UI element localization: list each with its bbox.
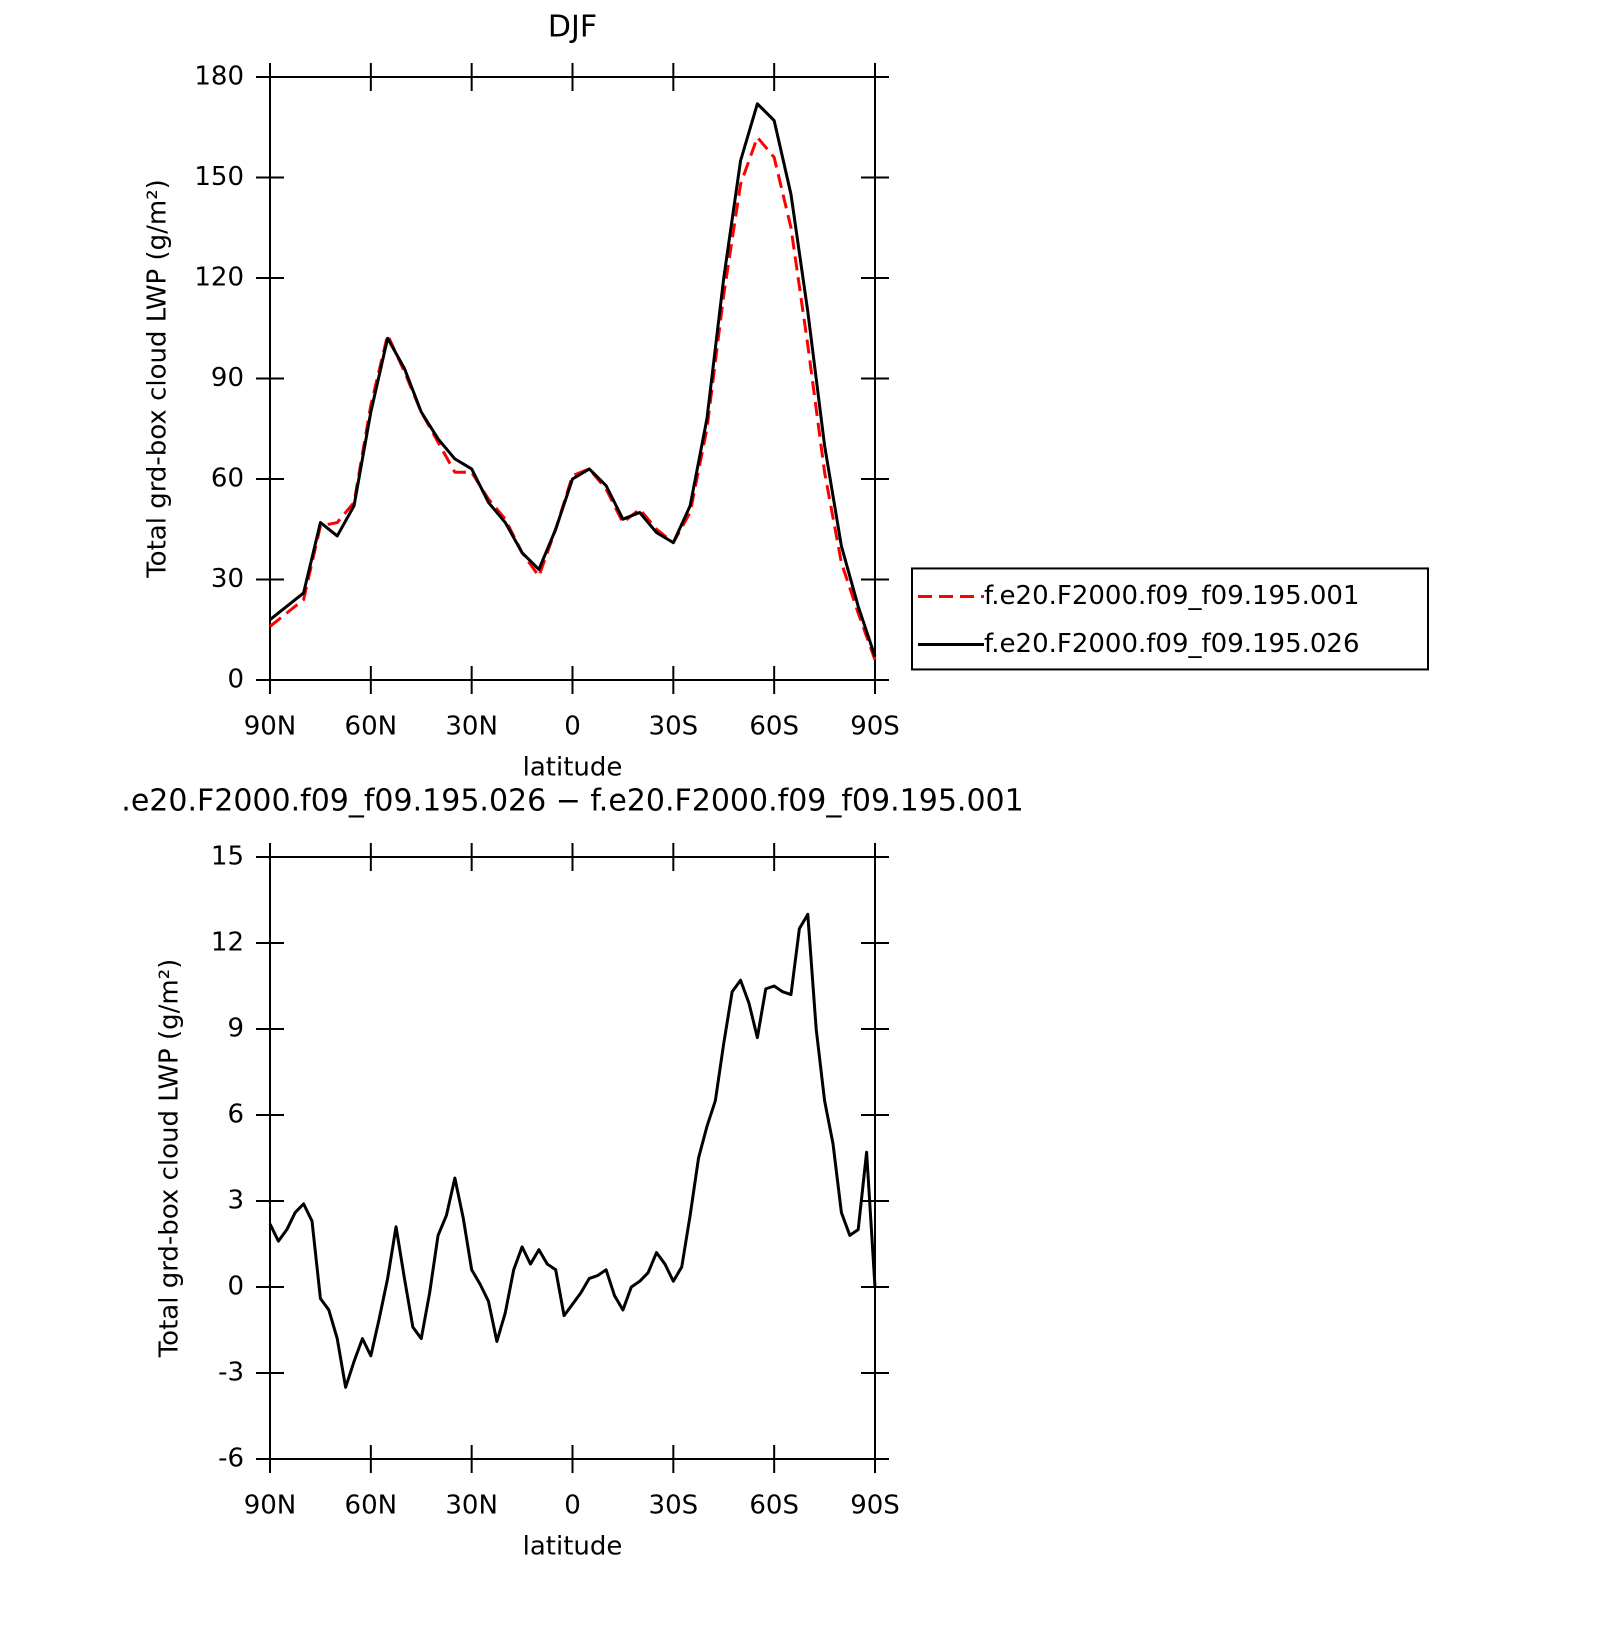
- y-tick-label: 150: [194, 162, 244, 192]
- y-tick-label: 9: [227, 1014, 244, 1044]
- plot-frame: [269, 856, 876, 1460]
- chart-title: .e20.F2000.f09_f09.195.026 − f.e20.F2000…: [121, 784, 1023, 819]
- legend: [911, 567, 1429, 671]
- legend-label: f.e20.F2000.f09_f09.195.001: [984, 581, 1360, 611]
- x-tick-label: 60N: [345, 712, 398, 742]
- legend-label: f.e20.F2000.f09_f09.195.026: [984, 629, 1360, 659]
- y-tick-label: 90: [211, 363, 244, 393]
- x-tick-label: 0: [564, 1491, 581, 1521]
- chart-title: DJF: [548, 10, 597, 45]
- y-axis-label: Total grd-box cloud LWP (g/m²): [143, 179, 173, 579]
- x-tick-label: 90N: [244, 1491, 297, 1521]
- x-tick-label: 0: [564, 712, 581, 742]
- x-tick-label: 30S: [649, 712, 699, 742]
- y-tick-label: -3: [218, 1358, 244, 1388]
- x-tick-label: 30N: [445, 712, 498, 742]
- y-tick-label: -6: [218, 1444, 244, 1474]
- data-line: [269, 135, 877, 661]
- x-tick-label: 90N: [244, 712, 297, 742]
- legend-box: [911, 567, 1429, 671]
- y-tick-label: 12: [211, 928, 244, 958]
- y-tick-label: 30: [211, 564, 244, 594]
- x-tick-label: 30S: [649, 1491, 699, 1521]
- y-tick-label: 180: [194, 62, 244, 92]
- y-axis-label: Total grd-box cloud LWP (g/m²): [155, 959, 185, 1359]
- y-tick-label: 6: [227, 1100, 244, 1130]
- y-tick-label: 60: [211, 464, 244, 494]
- y-tick-label: 3: [227, 1186, 244, 1216]
- x-tick-label: 60S: [749, 712, 799, 742]
- data-line: [269, 102, 877, 658]
- y-tick-label: 120: [194, 263, 244, 293]
- x-axis-label: latitude: [523, 1532, 623, 1562]
- x-tick-label: 60N: [345, 1491, 398, 1521]
- y-tick-label: 15: [211, 842, 244, 872]
- x-axis-label: latitude: [523, 753, 623, 783]
- x-tick-label: 60S: [749, 1491, 799, 1521]
- data-line: [268, 912, 877, 1389]
- y-tick-label: 0: [227, 1272, 244, 1302]
- x-tick-label: 90S: [850, 712, 900, 742]
- x-tick-label: 30N: [445, 1491, 498, 1521]
- y-tick-label: 0: [227, 665, 244, 695]
- x-tick-label: 90S: [850, 1491, 900, 1521]
